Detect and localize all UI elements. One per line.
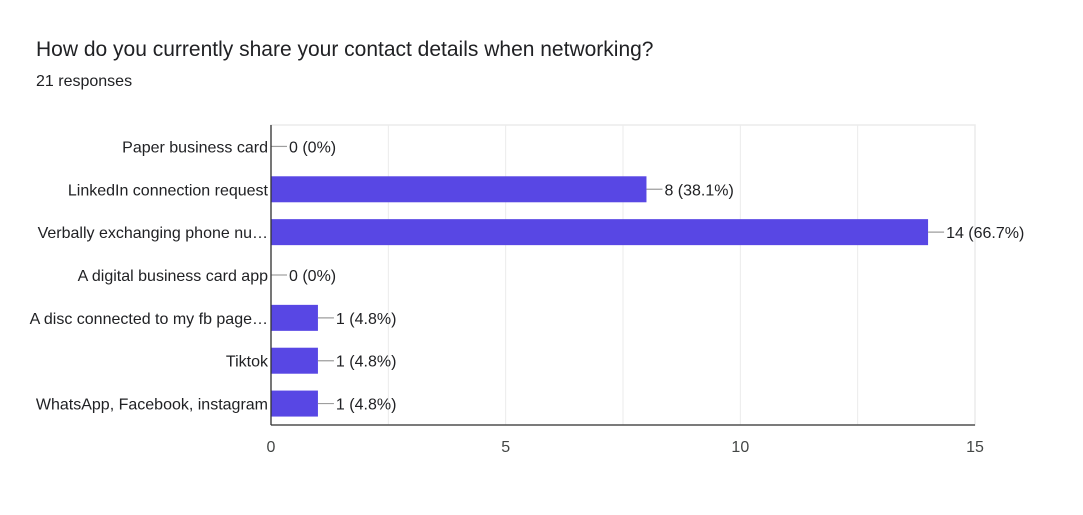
- x-tick-label: 0: [267, 439, 276, 456]
- x-tick-label: 15: [966, 439, 984, 456]
- data-label: 1 (4.8%): [336, 311, 396, 328]
- bar: [271, 390, 318, 417]
- category-label: WhatsApp, Facebook, instagram: [36, 397, 268, 414]
- data-label: 1 (4.8%): [336, 354, 396, 371]
- data-label: 1 (4.8%): [336, 397, 396, 414]
- response-count: 21 responses: [36, 73, 133, 90]
- data-label: 0 (0%): [289, 139, 336, 156]
- bar: [271, 347, 318, 374]
- data-label: 14 (66.7%): [946, 225, 1024, 242]
- question-title: How do you currently share your contact …: [36, 38, 654, 61]
- category-label: LinkedIn connection request: [68, 182, 269, 199]
- x-tick-label: 5: [501, 439, 510, 456]
- data-label: 8 (38.1%): [664, 182, 733, 199]
- bar: [271, 219, 929, 246]
- category-label: Verbally exchanging phone nu…: [38, 225, 268, 242]
- category-label: A digital business card app: [78, 268, 268, 285]
- category-label: Paper business card: [122, 139, 268, 156]
- bar: [271, 176, 647, 203]
- category-label: A disc connected to my fb page…: [30, 311, 268, 328]
- category-label: Tiktok: [226, 354, 269, 371]
- x-tick-label: 10: [731, 439, 749, 456]
- bar: [271, 304, 318, 331]
- data-label: 0 (0%): [289, 268, 336, 285]
